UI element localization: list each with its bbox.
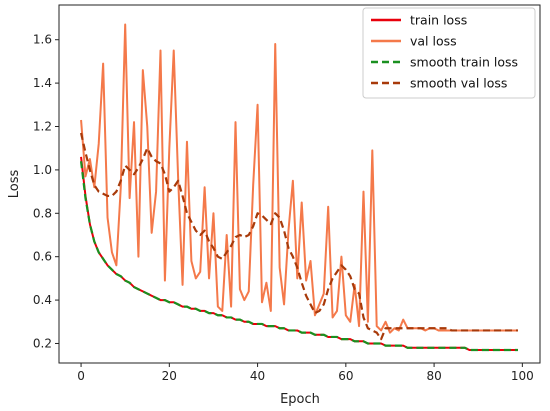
legend-label-0: train loss: [410, 13, 467, 28]
y-tick-label: 1.2: [33, 120, 52, 134]
x-tick-label: 80: [426, 369, 441, 383]
y-tick-label: 0.4: [33, 293, 52, 307]
x-tick-label: 0: [77, 369, 85, 383]
x-axis-ticks: 0 20 40 60 80 100: [77, 363, 534, 383]
y-tick-label: 0.8: [33, 206, 52, 220]
plot-lines: [79, 23, 518, 352]
y-tick-label: 0.2: [33, 336, 52, 350]
series-line-2: [79, 161, 518, 352]
series-line-3: [79, 132, 518, 341]
legend-label-1: val loss: [410, 34, 457, 49]
series-line-1: [80, 23, 518, 334]
y-tick-label: 1.0: [33, 163, 52, 177]
y-tick-label: 1.6: [33, 33, 52, 47]
legend-label-2: smooth train loss: [410, 55, 518, 70]
y-axis-label: Loss: [7, 170, 22, 199]
y-tick-label: 0.6: [33, 250, 52, 264]
legend: train loss val loss smooth train loss smoot…: [362, 7, 536, 99]
x-tick-label: 20: [162, 369, 177, 383]
x-tick-label: 40: [250, 369, 265, 383]
legend-label-3: smooth val loss: [410, 76, 507, 91]
legend-box: [362, 7, 536, 99]
x-axis-label: Epoch: [280, 392, 320, 407]
plot-frame: [58, 4, 541, 364]
x-tick-label: 100: [511, 369, 534, 383]
y-axis-ticks: 0.2 0.4 0.6 0.8 1.0 1.2 1.4 1.6: [33, 33, 59, 350]
y-tick-label: 1.4: [33, 76, 52, 90]
x-tick-label: 60: [338, 369, 353, 383]
